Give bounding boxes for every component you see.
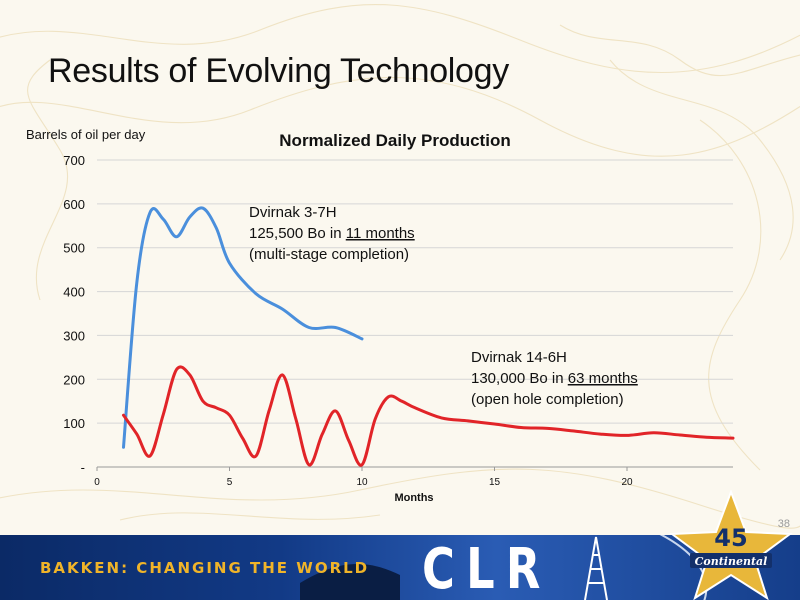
landscape-silhouette — [300, 563, 400, 600]
annotation-1: Dvirnak 3-7H 125,500 Bo in 11 months (mult… — [249, 204, 415, 263]
x-axis-label: Months — [394, 492, 433, 504]
y-tick-label: - — [81, 460, 85, 475]
chart-title: Normalized Daily Production — [279, 131, 510, 150]
continental-badge-icon: 45 Continental — [669, 490, 793, 600]
y-tick-label: 700 — [63, 153, 85, 168]
y-tick-label: 200 — [63, 372, 85, 387]
annotation-text: Dvirnak 3-7H — [249, 204, 337, 221]
x-tick-label: 10 — [356, 477, 368, 488]
annotation-text: 130,000 Bo in — [471, 370, 568, 387]
annotation-text: 125,500 Bo in — [249, 225, 346, 242]
svg-text:45: 45 — [714, 524, 747, 552]
clr-logo: CLR — [422, 537, 552, 600]
footer-banner: BAKKEN: CHANGING THE WORLD CLR — [0, 535, 800, 600]
annotation-text: Dvirnak 14-6H — [471, 349, 567, 366]
footer-tagline: BAKKEN: CHANGING THE WORLD — [40, 559, 370, 577]
y-tick-label: 100 — [63, 416, 85, 431]
annotation-layer: Dvirnak 3-7H 125,500 Bo in 11 months (mult… — [249, 204, 638, 408]
drilling-rig-icon — [584, 536, 608, 600]
y-tick-label: 500 — [63, 241, 85, 256]
series-line-2 — [122, 365, 735, 467]
annotation-2: Dvirnak 14-6H 130,000 Bo in 63 months (ope… — [471, 349, 638, 408]
slide-title: Results of Evolving Technology — [48, 52, 509, 90]
annotation-text: 11 months — [346, 225, 415, 242]
axes: - 100 200 300 400 500 600 700 0 5 10 15 20 — [63, 153, 733, 488]
production-chart: Normalized Daily Production Barrels of o… — [26, 127, 735, 504]
badge-text: Continental — [695, 555, 768, 568]
y-tick-label: 400 — [63, 285, 85, 300]
x-tick-label: 20 — [621, 477, 633, 488]
y-tick-label: 600 — [63, 197, 85, 212]
x-tick-label: 15 — [489, 477, 501, 488]
page-number: 38 — [777, 518, 790, 530]
x-tick-label: 0 — [94, 477, 100, 488]
x-tick-label: 5 — [227, 477, 233, 488]
series-line-1 — [122, 206, 364, 449]
annotation-text: 63 months — [568, 370, 638, 387]
y-tick-label: 300 — [63, 328, 85, 343]
series-layer — [122, 206, 735, 467]
gridlines — [97, 159, 733, 424]
annotation-text: (multi-stage completion) — [249, 246, 409, 263]
topographic-background — [0, 4, 800, 529]
annotation-text: (open hole completion) — [471, 391, 624, 408]
y-axis-label: Barrels of oil per day — [26, 127, 146, 142]
